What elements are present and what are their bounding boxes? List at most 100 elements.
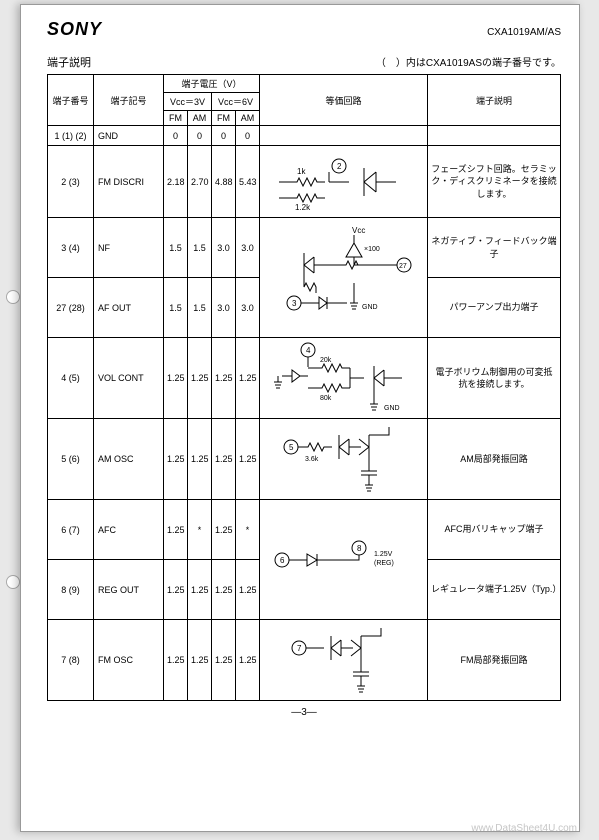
circuit-discri: 1k 2 1.2k	[269, 152, 419, 212]
cell-voltage: 1.5	[188, 278, 212, 338]
cell-pin: 6 (7)	[48, 500, 94, 560]
cell-voltage: 1.5	[164, 278, 188, 338]
cell-voltage: 1.25	[236, 419, 260, 500]
cell-voltage: 2.18	[164, 146, 188, 218]
svg-text:27: 27	[399, 263, 407, 270]
cell-voltage: 1.25	[188, 338, 212, 419]
cell-circuit	[260, 126, 428, 146]
th-fm: FM	[164, 111, 188, 126]
circuit-fmosc: 7	[269, 622, 419, 698]
cell-circuit: 1k 2 1.2k	[260, 146, 428, 218]
brand-logo: SONY	[47, 19, 102, 40]
svg-text:5: 5	[289, 443, 294, 452]
cell-voltage: 1.25	[164, 338, 188, 419]
th-desc: 端子説明	[428, 75, 561, 126]
cell-desc: パワーアンプ出力端子	[428, 278, 561, 338]
svg-text:×100: ×100	[364, 246, 380, 253]
th-circuit: 等価回路	[260, 75, 428, 126]
cell-circuit: 7	[260, 620, 428, 701]
cell-pin: 4 (5)	[48, 338, 94, 419]
cell-desc: レギュレータ端子1.25V（Typ.）	[428, 560, 561, 620]
cell-voltage: 1.25	[236, 560, 260, 620]
cell-voltage: 0	[212, 126, 236, 146]
cell-voltage: 1.25	[212, 500, 236, 560]
cell-circuit: 6 8 1.25V (REG)	[260, 500, 428, 620]
svg-text:20k: 20k	[320, 357, 332, 364]
cell-symbol: GND	[94, 126, 164, 146]
cell-symbol: VOL CONT	[94, 338, 164, 419]
table-row: 4 (5)VOL CONT1.251.251.251.25 4 20k 80k …	[48, 338, 561, 419]
cell-pin: 3 (4)	[48, 218, 94, 278]
cell-voltage: 1.25	[212, 620, 236, 701]
pin-table: 端子番号 端子記号 端子電圧（V） 等価回路 端子説明 Vcc＝3V Vcc＝6…	[47, 74, 561, 701]
cell-desc: 電子ボリウム制御用の可変抵抗を接続します。	[428, 338, 561, 419]
cell-symbol: FM DISCRI	[94, 146, 164, 218]
svg-text:6: 6	[280, 556, 285, 565]
cell-voltage: 1.25	[188, 419, 212, 500]
cell-desc	[428, 126, 561, 146]
cell-symbol: AM OSC	[94, 419, 164, 500]
cell-voltage: *	[236, 500, 260, 560]
cell-desc: AFC用バリキャップ端子	[428, 500, 561, 560]
svg-text:(REG): (REG)	[374, 560, 394, 567]
cell-desc: フェーズシフト回路。セラミック・ディスクリミネータを接続します。	[428, 146, 561, 218]
cell-voltage: 1.25	[164, 419, 188, 500]
cell-pin: 7 (8)	[48, 620, 94, 701]
table-row: 2 (3)FM DISCRI2.182.704.885.43 1k 2 1.2k…	[48, 146, 561, 218]
svg-text:8: 8	[357, 544, 362, 553]
page: SONY CXA1019AM/AS 端子説明 （ ）内はCXA1019ASの端子…	[20, 4, 580, 832]
cell-pin: 27 (28)	[48, 278, 94, 338]
table-row: 3 (4)NF1.51.53.03.0 Vcc ×100 27 3 GND ネガ…	[48, 218, 561, 278]
cell-voltage: *	[188, 500, 212, 560]
cell-voltage: 1.25	[236, 338, 260, 419]
cell-symbol: NF	[94, 218, 164, 278]
table-row: 6 (7)AFC1.25*1.25* 6 8 1.25V (REG) AFC用バ…	[48, 500, 561, 560]
cell-voltage: 0	[188, 126, 212, 146]
th-vcc6: Vcc＝6V	[212, 93, 260, 111]
table-row: 1 (1) (2)GND0000	[48, 126, 561, 146]
th-am: AM	[236, 111, 260, 126]
th-voltage: 端子電圧（V）	[164, 75, 260, 93]
cell-voltage: 1.25	[212, 419, 236, 500]
cell-voltage: 1.25	[164, 560, 188, 620]
cell-voltage: 1.5	[188, 218, 212, 278]
cell-voltage: 1.25	[212, 338, 236, 419]
section-note: （ ）内はCXA1019ASの端子番号です。	[376, 54, 561, 70]
cell-voltage: 3.0	[212, 278, 236, 338]
th-fm: FM	[212, 111, 236, 126]
cell-voltage: 4.88	[212, 146, 236, 218]
cell-voltage: 3.0	[236, 278, 260, 338]
cell-voltage: 3.0	[236, 218, 260, 278]
th-symbol: 端子記号	[94, 75, 164, 126]
cell-voltage: 1.25	[164, 500, 188, 560]
cell-pin: 1 (1) (2)	[48, 126, 94, 146]
cell-circuit: 5 3.6k	[260, 419, 428, 500]
svg-text:80k: 80k	[320, 395, 332, 402]
svg-text:GND: GND	[384, 405, 400, 412]
cell-voltage: 1.5	[164, 218, 188, 278]
svg-text:GND: GND	[362, 304, 378, 311]
svg-text:3.6k: 3.6k	[305, 456, 319, 463]
svg-text:Vcc: Vcc	[352, 226, 365, 235]
cell-voltage: 3.0	[212, 218, 236, 278]
cell-voltage: 1.25	[188, 560, 212, 620]
cell-voltage: 1.25	[236, 620, 260, 701]
header: SONY CXA1019AM/AS	[47, 19, 561, 40]
cell-symbol: AFC	[94, 500, 164, 560]
svg-text:1.2k: 1.2k	[295, 203, 311, 212]
cell-desc: FM局部発振回路	[428, 620, 561, 701]
page-number: ―3―	[47, 707, 561, 718]
cell-voltage: 0	[164, 126, 188, 146]
circuit-vol: 4 20k 80k GND	[264, 340, 424, 416]
circuit-afc-reg: 6 8 1.25V (REG)	[264, 528, 424, 592]
cell-symbol: REG OUT	[94, 560, 164, 620]
circuit-amosc: 5 3.6k	[269, 421, 419, 497]
cell-pin: 2 (3)	[48, 146, 94, 218]
cell-circuit: Vcc ×100 27 3 GND	[260, 218, 428, 338]
cell-circuit: 4 20k 80k GND	[260, 338, 428, 419]
cell-symbol: FM OSC	[94, 620, 164, 701]
svg-text:2: 2	[337, 162, 342, 171]
svg-text:1k: 1k	[297, 167, 306, 176]
section-title: 端子説明	[47, 54, 91, 70]
table-row: 5 (6)AM OSC1.251.251.251.25 5 3.6k AM局部発…	[48, 419, 561, 500]
